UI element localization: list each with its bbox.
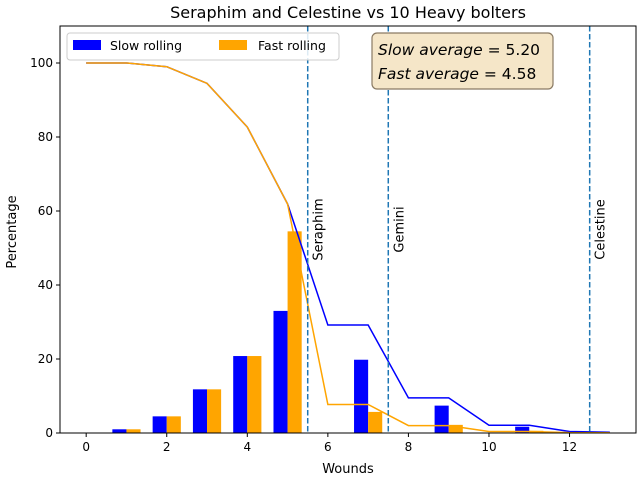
y-tick-label-0: 0 [45,426,53,440]
average-annotation: Slow average = 5.20 Fast average = 4.58 [371,32,554,90]
plot-area: Seraphim Gemini Celestine 0 2 4 6 8 10 12 0 20 40 60 8… [30,25,637,454]
vline-label-gemini: Gemini [392,206,407,252]
legend: Slow rolling Fast rolling [66,32,340,61]
x-tick-label-10: 10 [481,440,496,454]
bar-fast-9 [448,424,463,433]
y-tick-label-40: 40 [38,278,53,292]
x-tick-label-12: 12 [562,440,577,454]
bar-fast-4 [247,356,262,433]
legend-swatch-slow [73,40,101,50]
legend-box [66,32,340,61]
bar-fast-3 [207,389,222,433]
y-tick-label-100: 100 [30,56,53,70]
vline-label-celestine: Celestine [594,199,609,259]
axes-frame [59,25,637,434]
bar-slow-9 [434,405,449,433]
y-axis-label: Percentage [5,195,20,268]
x-tick-label-6: 6 [324,440,332,454]
x-tick-label-2: 2 [163,440,171,454]
vline-label-seraphim: Seraphim [312,198,327,260]
bar-slow-3 [192,389,208,433]
x-tick-label-4: 4 [243,440,251,454]
x-tick-label-8: 8 [405,440,413,454]
bar-slow-2 [152,416,167,433]
y-tick-label-20: 20 [38,352,53,366]
chart-title: Seraphim and Celestine vs 10 Heavy bolte… [170,3,526,22]
legend-swatch-fast [219,40,247,50]
average-annotation-box [371,32,554,90]
bar-slow-5 [273,310,288,433]
bar-slow-4 [233,356,248,433]
y-tick-label-80: 80 [38,130,53,144]
bar-fast-1 [126,429,141,433]
bar-slow-11 [515,426,530,433]
x-tick-label-0: 0 [82,440,90,454]
x-axis-label: Wounds [322,462,374,477]
bar-fast-2 [166,416,181,433]
legend-label-slow: Slow rolling [110,38,182,53]
legend-label-fast: Fast rolling [258,38,326,53]
y-tick-label-60: 60 [38,204,53,218]
bar-slow-1 [112,429,127,433]
average-fast-text: Fast average = 4.58 [378,65,536,83]
line-fast-cumulative [86,62,610,434]
average-slow-text: Slow average = 5.20 [378,41,540,59]
bar-fast-5 [287,231,302,433]
bar-slow-7 [354,359,369,433]
bar-fast-7 [368,411,383,433]
